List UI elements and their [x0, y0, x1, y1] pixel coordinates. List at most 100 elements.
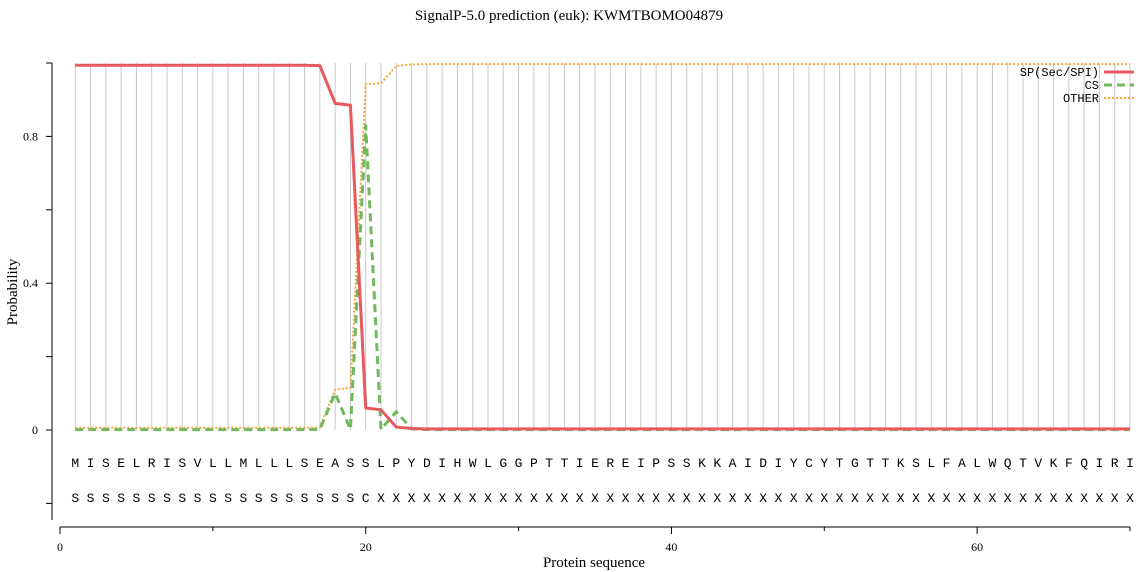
annotation-residue: S [331, 491, 339, 506]
annotation-residue: X [713, 491, 721, 506]
annotation-residue: S [224, 491, 232, 506]
sequence-residue: K [698, 456, 706, 471]
sequence-residue: P [530, 456, 538, 471]
annotation-residue: X [392, 491, 400, 506]
sequence-residue: T [882, 456, 890, 471]
annotation-residue: X [1019, 491, 1027, 506]
sequence-residue: L [973, 456, 981, 471]
sequence-residue: G [515, 456, 523, 471]
sequence-residue: W [469, 456, 477, 471]
annotation-residue: X [561, 491, 569, 506]
annotation-residue: X [530, 491, 538, 506]
annotation-residue: X [1126, 491, 1134, 506]
sequence-residue: L [209, 456, 217, 471]
annotation-residue: S [148, 491, 156, 506]
annotation-residue: X [973, 491, 981, 506]
sequence-residue: E [622, 456, 630, 471]
annotation-residue: X [698, 491, 706, 506]
sequence-residue: R [148, 456, 156, 471]
sequence-residue: G [499, 456, 507, 471]
sequence-residue: A [331, 456, 339, 471]
annotation-residue: X [836, 491, 844, 506]
annotation-residue: X [1050, 491, 1058, 506]
sequence-residue: S [301, 456, 309, 471]
sequence-residue: E [591, 456, 599, 471]
annotation-residue: X [790, 491, 798, 506]
sequence-residue: S [362, 456, 370, 471]
annotation-residue: X [469, 491, 477, 506]
sequence-residue: M [71, 456, 79, 471]
legend-label: OTHER [1063, 92, 1099, 106]
series-lines [75, 63, 1130, 432]
sequence-residue: I [438, 456, 446, 471]
sequence-residue: Y [790, 456, 798, 471]
sequence-residue: Y [408, 456, 416, 471]
sequence-residue: K [897, 456, 905, 471]
sequence-residue: E [316, 456, 324, 471]
sequence-residue: L [285, 456, 293, 471]
annotation-residue: X [897, 491, 905, 506]
annotation-residue: X [622, 491, 630, 506]
grid-lines [74, 63, 1131, 430]
axes: 0 0.4 0.8 0 20 40 60 [23, 62, 1131, 554]
sequence-residue: T [545, 456, 553, 471]
sequence-residue: S [683, 456, 691, 471]
x-tick-label: 60 [971, 540, 983, 554]
annotation-residue: S [163, 491, 171, 506]
x-tick-label: 40 [665, 540, 677, 554]
annotation-residue: S [316, 491, 324, 506]
annotation-residue: X [958, 491, 966, 506]
annotation-residue: X [943, 491, 951, 506]
sequence-residue: L [484, 456, 492, 471]
sequence-residue: I [1096, 456, 1104, 471]
sequence-residue: I [637, 456, 645, 471]
sequence-residue: H [454, 456, 462, 471]
sequence-residue: M [240, 456, 248, 471]
annotation-residue: X [729, 491, 737, 506]
sequence-residue: S [668, 456, 676, 471]
annotation-residue: S [87, 491, 95, 506]
annotation-residue: X [545, 491, 553, 506]
sequence-residue: C [805, 456, 813, 471]
annotation-residue: S [133, 491, 141, 506]
annotation-residue: C [362, 491, 370, 506]
annotation-residue: X [591, 491, 599, 506]
annotation-residue: X [1111, 491, 1119, 506]
annotation-residue: S [102, 491, 110, 506]
annotation-residue: X [866, 491, 874, 506]
annotation-residue: X [377, 491, 385, 506]
series-line-other [75, 63, 1130, 429]
annotation-residue: X [805, 491, 813, 506]
sequence-residue: V [1034, 456, 1042, 471]
annotation-residue: X [1065, 491, 1073, 506]
sequence-residue: S [178, 456, 186, 471]
sequence-residue: L [255, 456, 263, 471]
annotation-residue: S [117, 491, 125, 506]
annotation-residue: X [499, 491, 507, 506]
annotation-residue: X [927, 491, 935, 506]
sequence-residue: Y [820, 456, 828, 471]
annotation-residue: X [1080, 491, 1088, 506]
annotation-residue: X [637, 491, 645, 506]
sequence-residue: D [759, 456, 767, 471]
sequence-residue: F [1065, 456, 1073, 471]
annotation-residue: S [194, 491, 202, 506]
sequence-residue: K [1050, 456, 1058, 471]
sequence-residue: I [744, 456, 752, 471]
annotation-residue: S [71, 491, 79, 506]
y-tick-label: 0 [32, 423, 38, 437]
sequence-residue: D [423, 456, 431, 471]
annotation-residue: X [1096, 491, 1104, 506]
sequence-residue: L [927, 456, 935, 471]
sequence-residue: Q [1080, 456, 1088, 471]
annotation-residue: X [668, 491, 676, 506]
sequence-residue: S [912, 456, 920, 471]
annotation-residue: S [301, 491, 309, 506]
chart-title: SignalP-5.0 prediction (euk): KWMTBOMO04… [415, 8, 723, 24]
sequence-residue: F [943, 456, 951, 471]
annotation-residue: S [178, 491, 186, 506]
sequence-residue: T [836, 456, 844, 471]
